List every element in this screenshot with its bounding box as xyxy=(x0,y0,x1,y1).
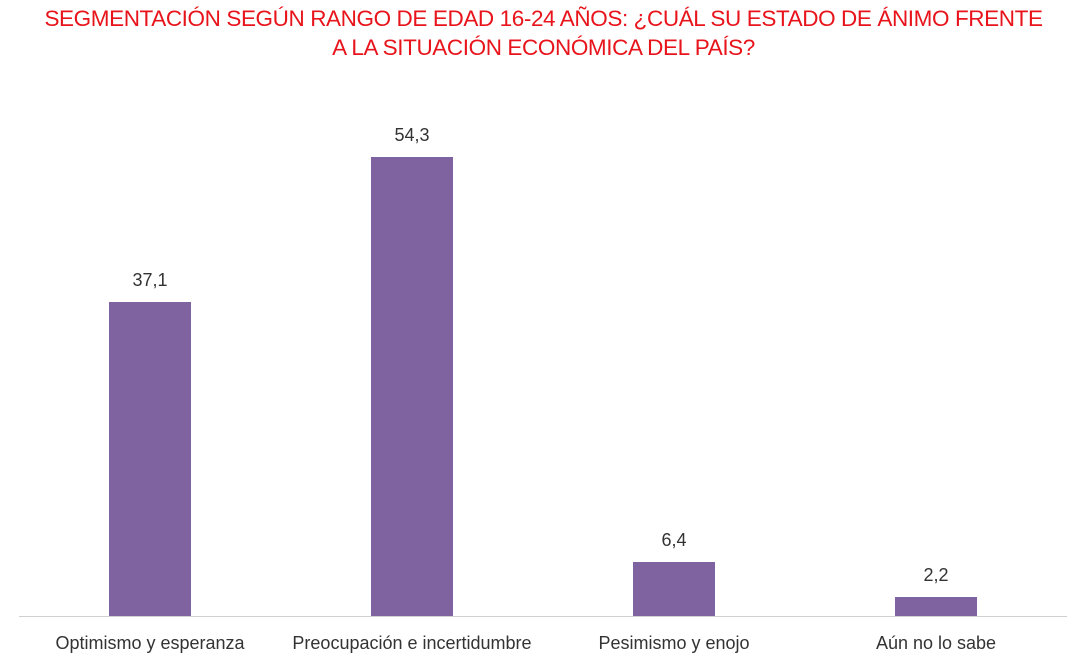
data-label-aun-no-lo-sabe: 2,2 xyxy=(923,565,949,585)
category-label-optimismo: Optimismo y esperanza xyxy=(55,633,245,653)
bar-optimismo xyxy=(109,302,191,616)
category-label-preocupacion: Preocupación e incertidumbre xyxy=(292,633,532,653)
chart-title: SEGMENTACIÓN SEGÚN RANGO DE EDAD 16-24 A… xyxy=(0,4,1087,62)
data-label-preocupacion: 54,3 xyxy=(394,125,430,145)
bar-aun-no-lo-sabe xyxy=(895,597,977,616)
chart-title-line-2: A LA SITUACIÓN ECONÓMICA DEL PAÍS? xyxy=(332,35,755,60)
data-label-pesimismo: 6,4 xyxy=(661,530,687,550)
x-axis-line xyxy=(19,616,1067,617)
data-label-optimismo: 37,1 xyxy=(132,270,168,290)
bar-pesimismo xyxy=(633,562,715,616)
category-label-pesimismo: Pesimismo y enojo xyxy=(598,633,750,653)
bar-preocupacion xyxy=(371,157,453,616)
chart-title-line-1: SEGMENTACIÓN SEGÚN RANGO DE EDAD 16-24 A… xyxy=(44,6,1043,31)
category-label-aun-no-lo-sabe: Aún no lo sabe xyxy=(875,633,997,653)
